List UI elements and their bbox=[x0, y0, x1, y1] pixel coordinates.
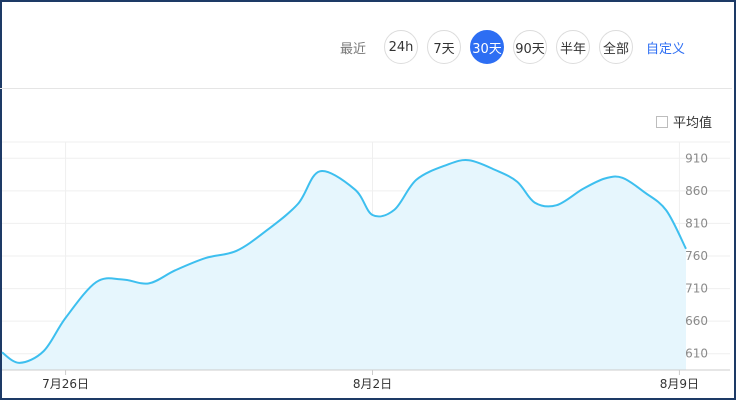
y-tick-label: 810 bbox=[685, 216, 708, 230]
average-label: 平均值 bbox=[673, 116, 713, 131]
divider bbox=[0, 88, 732, 89]
y-tick-label: 760 bbox=[685, 249, 708, 263]
custom-range-link[interactable]: 自定义 bbox=[646, 41, 686, 57]
x-tick-label: 8月9日 bbox=[660, 377, 699, 391]
x-tick-label: 8月2日 bbox=[353, 377, 392, 391]
range-24h-button[interactable]: 24h bbox=[384, 30, 419, 64]
y-tick-label: 660 bbox=[685, 314, 708, 328]
range-90d-button[interactable]: 90天 bbox=[513, 30, 548, 64]
series-line bbox=[1, 159, 687, 364]
y-tick-label: 860 bbox=[685, 184, 708, 198]
range-7d-button[interactable]: 7天 bbox=[427, 30, 462, 64]
series-area bbox=[2, 160, 686, 370]
y-tick-label: 710 bbox=[685, 282, 708, 296]
average-checkbox[interactable] bbox=[656, 115, 668, 128]
time-range-selector: 最近 24h 7天 30天 90天 半年 全部 自定义 bbox=[340, 30, 685, 64]
x-axis-ticks: 7月26日 8月2日 8月9日 bbox=[42, 370, 699, 391]
x-tick-label: 7月26日 bbox=[42, 377, 89, 391]
range-half-year-button[interactable]: 半年 bbox=[556, 30, 591, 64]
y-tick-label: 610 bbox=[685, 347, 708, 361]
range-all-button[interactable]: 全部 bbox=[599, 30, 634, 64]
y-axis-ticks: 610 660 710 760 810 860 910 bbox=[685, 151, 708, 360]
range-label: 最近 bbox=[340, 41, 367, 57]
average-toggle[interactable]: 平均值 bbox=[656, 112, 712, 131]
y-tick-label: 910 bbox=[685, 151, 708, 165]
range-30d-button[interactable]: 30天 bbox=[470, 30, 505, 64]
